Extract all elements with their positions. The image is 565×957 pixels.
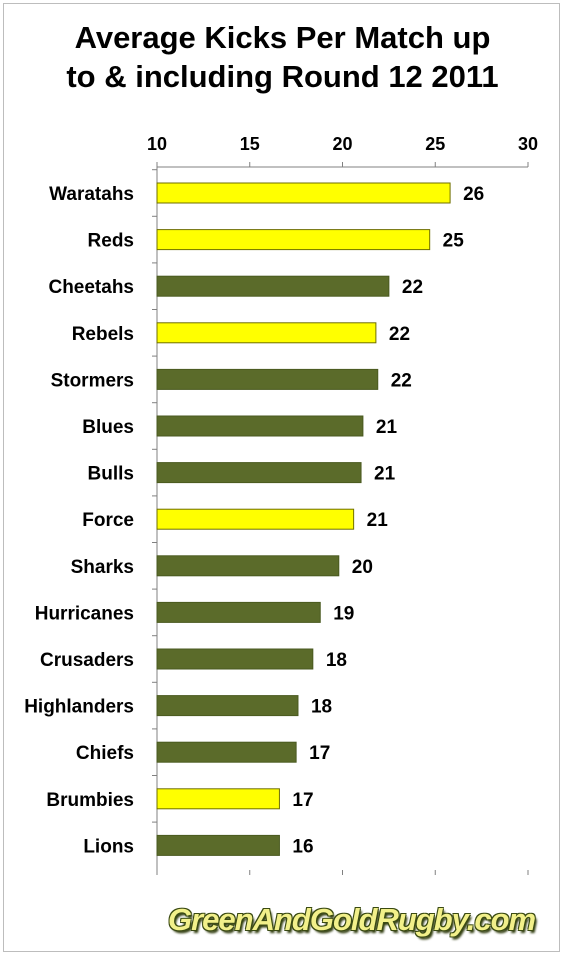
data-label: 26 [463,184,484,205]
category-label: Waratahs [49,184,134,205]
bar [156,462,362,484]
category-label: Blues [82,417,134,438]
bar [156,368,379,390]
x-tick-label: 10 [147,134,167,154]
category-label: Crusaders [40,650,134,671]
data-label: 18 [311,697,332,718]
chart-title-line-1: Average Kicks Per Match up [74,20,491,55]
bar [156,275,390,297]
category-label: Force [82,510,134,531]
data-label: 21 [376,417,398,438]
bar [156,648,314,670]
data-label: 21 [374,464,396,485]
category-label: Reds [88,231,134,252]
data-label: 18 [326,650,347,671]
category-label: Hurricanes [35,603,134,624]
bar [156,322,377,344]
bar [156,555,340,577]
x-tick-label: 25 [425,134,445,154]
bar [156,788,280,810]
chart-title: Average Kicks Per Match up to & includin… [0,18,565,96]
category-label: Highlanders [24,697,134,718]
data-label: 22 [389,324,410,345]
data-label: 25 [443,231,465,252]
category-label: Cheetahs [48,277,134,298]
bar [156,229,431,251]
data-label: 20 [352,557,373,578]
bar [156,415,364,437]
bar [156,834,280,856]
x-tick-label: 30 [518,134,538,154]
site-logo: GreenAndGoldRugby.com [168,902,536,937]
bar [156,695,299,717]
bar [156,508,355,530]
data-label: 16 [292,836,313,857]
category-label: Lions [83,836,134,857]
data-label: 22 [402,277,423,298]
category-label: Brumbies [46,790,134,811]
data-label: 17 [292,790,313,811]
category-label: Rebels [72,324,134,345]
category-label: Chiefs [76,743,134,764]
x-tick-label: 15 [240,134,260,154]
data-label: 22 [391,370,412,391]
category-label: Stormers [51,370,134,391]
data-label: 17 [309,743,330,764]
data-label: 19 [333,603,354,624]
chart-title-line-2: to & including Round 12 2011 [66,59,499,94]
bar [156,182,451,204]
category-label: Sharks [71,557,134,578]
data-label: 21 [367,510,389,531]
bar [156,741,297,763]
x-tick-label: 20 [332,134,352,154]
bar [156,601,321,623]
category-label: Bulls [88,464,134,485]
